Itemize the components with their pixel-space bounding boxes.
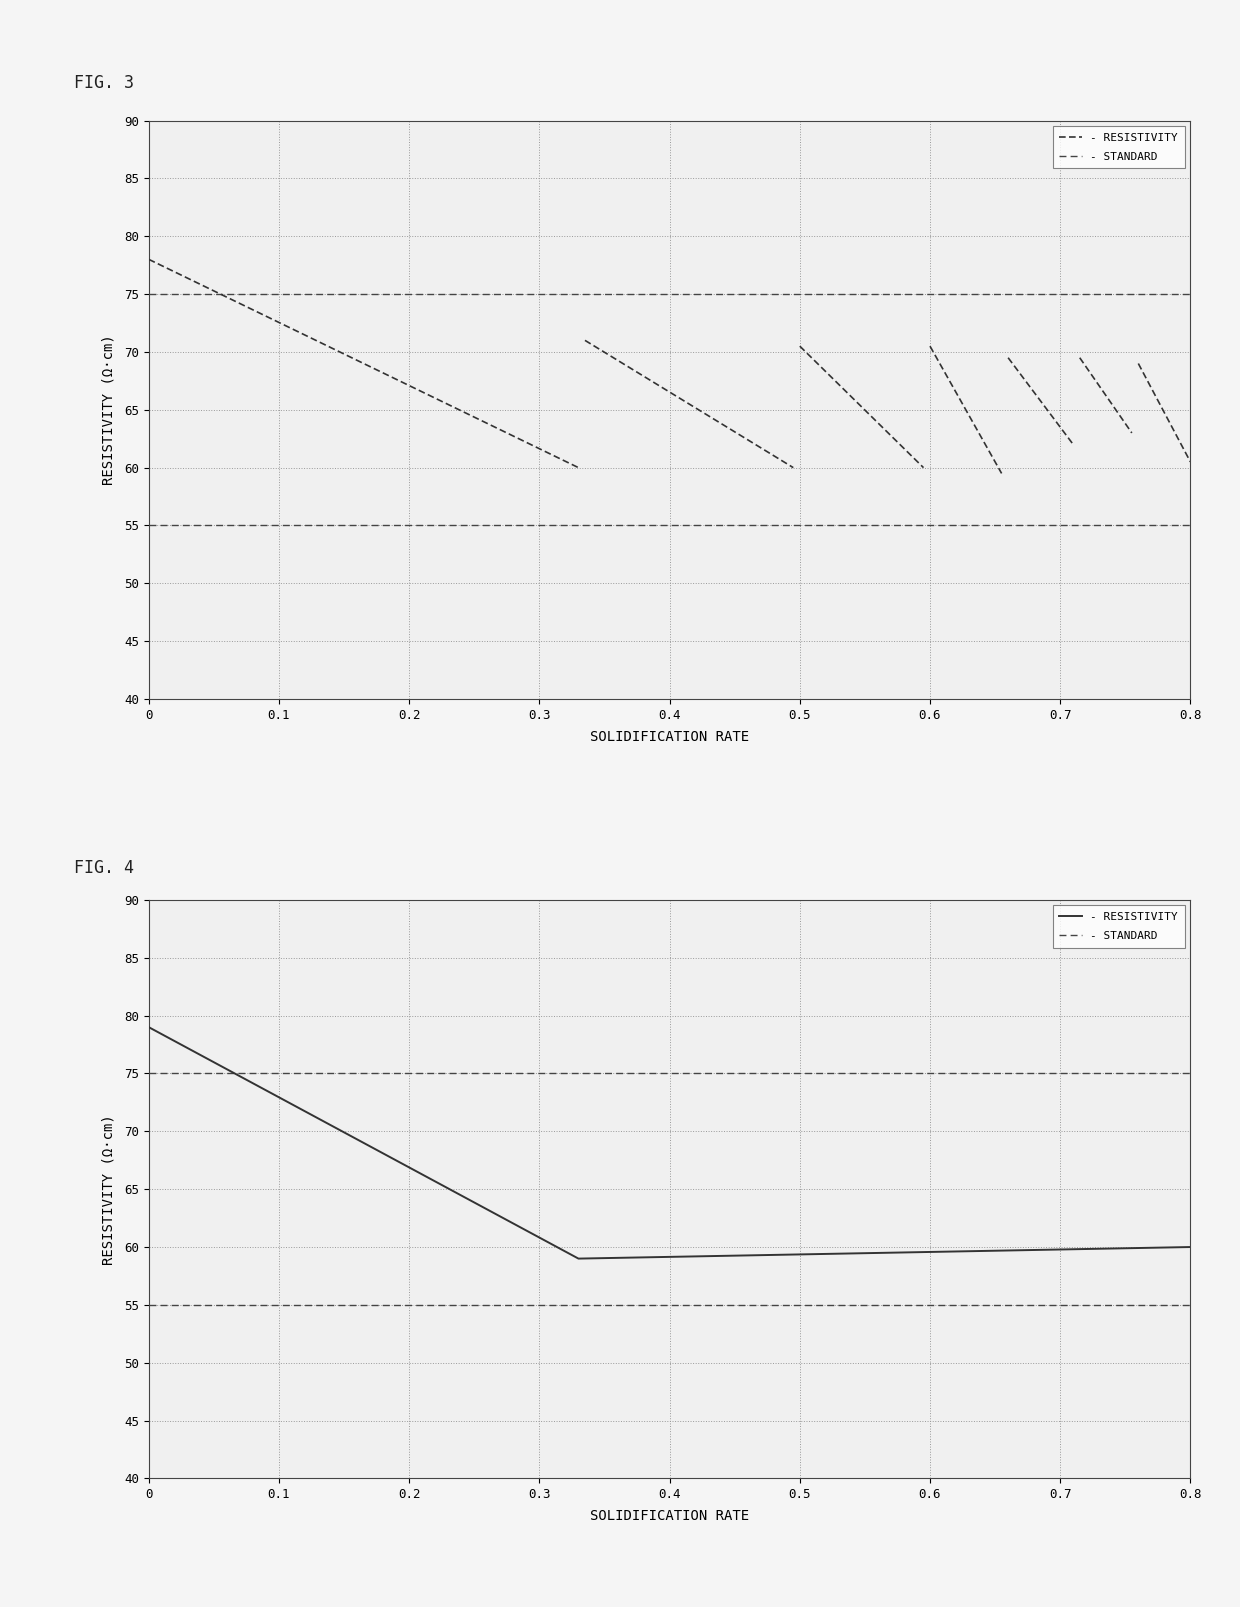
Text: FIG. 3: FIG. 3 [74,74,134,92]
X-axis label: SOLIDIFICATION RATE: SOLIDIFICATION RATE [590,1509,749,1523]
Y-axis label: RESISTIVITY (Ω·cm): RESISTIVITY (Ω·cm) [102,334,115,485]
Y-axis label: RESISTIVITY (Ω·cm): RESISTIVITY (Ω·cm) [102,1114,115,1265]
X-axis label: SOLIDIFICATION RATE: SOLIDIFICATION RATE [590,730,749,744]
Text: FIG. 4: FIG. 4 [74,858,134,876]
Legend: - RESISTIVITY, - STANDARD: - RESISTIVITY, - STANDARD [1053,905,1185,948]
Legend: - RESISTIVITY, - STANDARD: - RESISTIVITY, - STANDARD [1053,125,1185,169]
